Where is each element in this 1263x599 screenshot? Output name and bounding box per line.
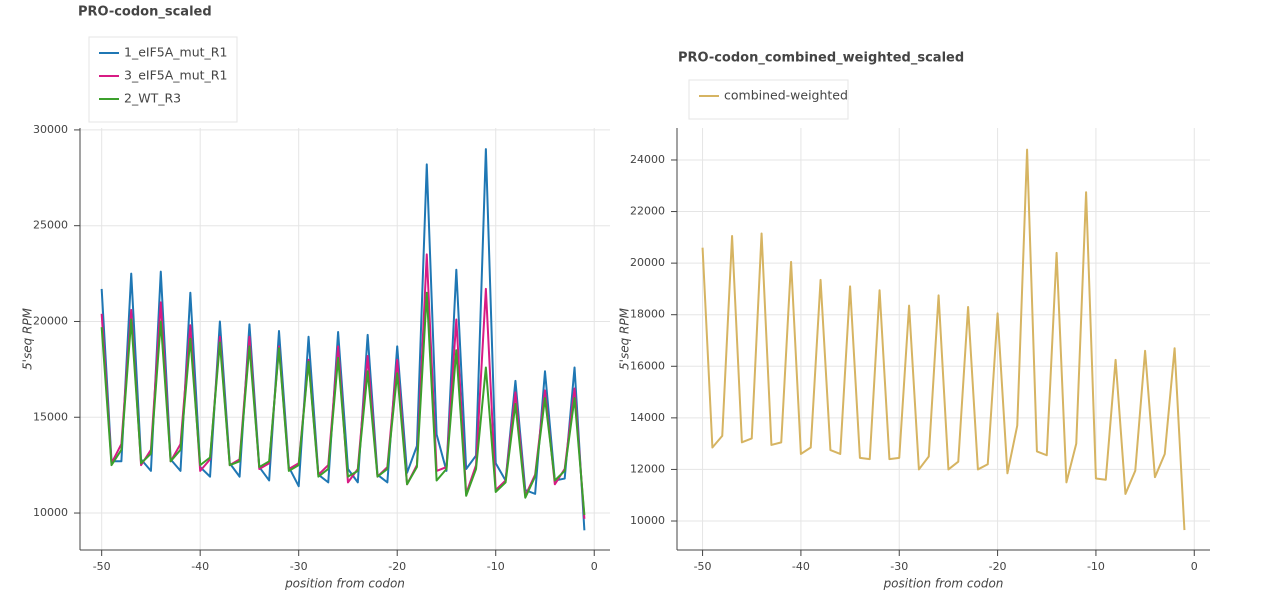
legend-box [688,79,849,120]
x-tick-label: -30 [890,560,908,573]
x-tick-label: -10 [1087,560,1105,573]
chart-title: PRO-codon_scaled [78,5,212,20]
chart-title: PRO-codon_combined_weighted_scaled [678,51,964,66]
legend-label: combined-weighted [724,88,848,103]
legend-label: 2_WT_R3 [124,91,181,106]
y-tick-label: 20000 [33,314,68,327]
series-line [100,148,586,531]
x-tick-label: 0 [591,560,598,573]
y-tick-label: 18000 [630,308,665,321]
y-tick-label: 12000 [630,462,665,475]
y-tick-label: 25000 [33,219,68,232]
series-line [701,148,1186,531]
x-tick-label: 0 [1191,560,1198,573]
x-tick-label: -20 [388,560,406,573]
x-axis-label: position from codon [883,577,1004,591]
y-tick-label: 14000 [630,411,665,424]
legend-box [88,36,238,123]
x-tick-label: -50 [93,560,111,573]
x-tick-label: -50 [694,560,712,573]
y-tick-label: 10000 [33,506,68,519]
x-tick-label: -10 [487,560,505,573]
y-tick-label: 15000 [33,410,68,423]
y-tick-label: 16000 [630,359,665,372]
x-axis-label: position from codon [284,577,405,591]
x-tick-label: -40 [792,560,810,573]
x-tick-label: -40 [191,560,209,573]
y-tick-label: 10000 [630,514,665,527]
y-tick-label: 22000 [630,205,665,218]
x-tick-label: -20 [989,560,1007,573]
x-tick-label: -30 [290,560,308,573]
y-tick-label: 20000 [630,256,665,269]
legend-label: 3_eIF5A_mut_R1 [124,68,227,83]
y-axis-label: 5'seq RPM [21,307,35,370]
legend-label: 1_eIF5A_mut_R1 [124,45,227,60]
y-axis-label: 5'seq RPM [618,307,632,370]
y-tick-label: 24000 [630,153,665,166]
y-tick-label: 30000 [33,123,68,136]
series-line [100,291,586,516]
